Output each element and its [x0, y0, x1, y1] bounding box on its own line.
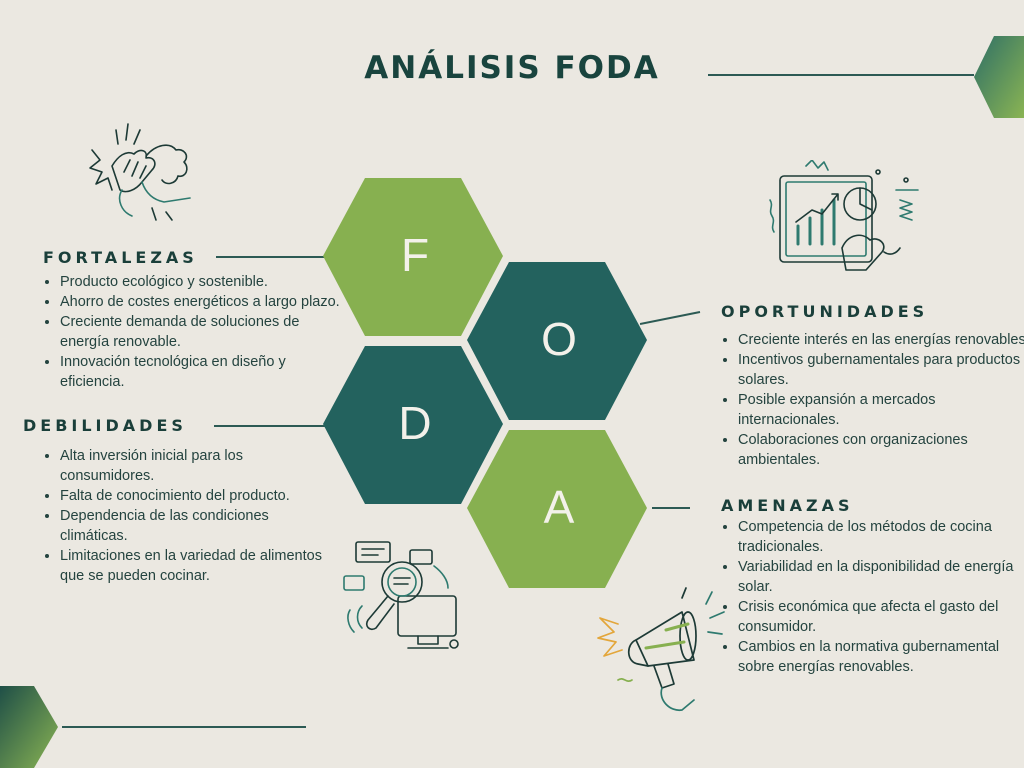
hexagon-d	[323, 346, 503, 504]
list-item: Competencia de los métodos de cocina tra…	[738, 517, 1014, 557]
fortalezas-heading: FORTALEZAS	[43, 248, 198, 267]
hexagon-f-letter: F	[400, 229, 430, 281]
oportunidades-heading: OPORTUNIDADES	[721, 302, 929, 321]
list-item: Creciente interés en las energías renova…	[738, 330, 1024, 350]
title-divider	[708, 74, 974, 76]
hexagon-a	[467, 430, 647, 588]
list-item: Posible expansión a mercados internacion…	[738, 390, 1024, 430]
oportunidades-list: Creciente interés en las energías renova…	[720, 330, 1024, 470]
list-item: Cambios en la normativa gubernamental so…	[738, 637, 1014, 677]
hexagon-o	[467, 262, 647, 420]
list-item: Variabilidad en la disponibilidad de ene…	[738, 557, 1014, 597]
page-title: ANÁLISIS FODA	[364, 50, 660, 86]
fortalezas-connector	[216, 256, 330, 258]
oportunidades-connector	[640, 311, 701, 325]
list-item: Dependencia de las condiciones climática…	[60, 506, 340, 546]
list-item: Innovación tecnológica en diseño y efici…	[60, 352, 350, 392]
amenazas-list: Competencia de los métodos de cocina tra…	[720, 517, 1014, 677]
amenazas-connector	[652, 507, 690, 509]
top-right-corner-hexagon	[974, 36, 1024, 118]
list-item: Colaboraciones con organizaciones ambien…	[738, 430, 1024, 470]
fortalezas-list: Producto ecológico y sostenible. Ahorro …	[42, 272, 350, 392]
list-item: Alta inversión inicial para los consumid…	[60, 446, 340, 486]
list-item: Falta de conocimiento del producto.	[60, 486, 340, 506]
foda-hexagon-cluster	[323, 178, 647, 588]
growth-chart-dashboard-icon	[769, 160, 919, 271]
list-item: Incentivos gubernamentales para producto…	[738, 350, 1024, 390]
debilidades-heading: DEBILIDADES	[23, 416, 187, 435]
high-five-hands-icon	[89, 123, 191, 221]
list-item: Ahorro de costes energéticos a largo pla…	[60, 292, 350, 312]
debilidades-list: Alta inversión inicial para los consumid…	[42, 446, 340, 586]
bottom-divider	[62, 726, 306, 728]
amenazas-heading: AMENAZAS	[721, 496, 854, 515]
bottom-left-corner-hexagon	[0, 686, 58, 768]
megaphone-icon	[597, 587, 725, 711]
hexagon-o-letter: O	[541, 313, 577, 365]
hexagon-d-letter: D	[398, 397, 432, 449]
list-item: Producto ecológico y sostenible.	[60, 272, 350, 292]
list-item: Creciente demanda de soluciones de energ…	[60, 312, 350, 352]
list-item: Crisis económica que afecta el gasto del…	[738, 597, 1014, 637]
hexagon-f	[323, 178, 503, 336]
computer-search-icon	[343, 541, 459, 649]
debilidades-connector	[214, 425, 332, 427]
hexagon-a-letter: A	[543, 481, 575, 533]
list-item: Limitaciones en la variedad de alimentos…	[60, 546, 340, 586]
